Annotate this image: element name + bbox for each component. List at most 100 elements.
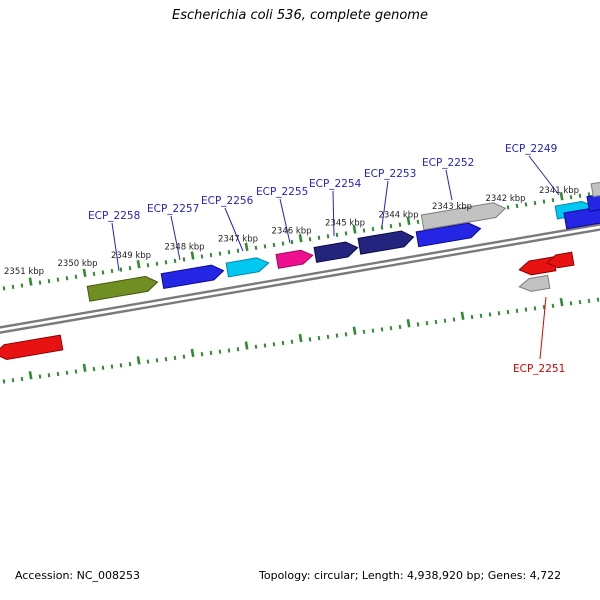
tick-mark [82, 363, 87, 372]
tick-mark [74, 369, 78, 374]
label-connector-line [332, 190, 335, 237]
gene-arrow-ECP_2257[interactable] [160, 263, 225, 290]
gene-label-ECP_2258[interactable]: ECP_2258 [88, 210, 140, 222]
tick-mark [263, 244, 267, 249]
tick-mark [263, 343, 267, 348]
tick-mark [290, 339, 294, 344]
tick-mark [569, 301, 573, 306]
tick-mark [290, 239, 294, 245]
gene-arrow-ECP_2253[interactable] [357, 229, 415, 255]
tick-mark [200, 254, 204, 259]
tick-mark [443, 318, 447, 323]
tick-mark [92, 366, 96, 372]
tick-mark [515, 203, 519, 209]
tick-mark [20, 376, 24, 382]
tick-mark [362, 329, 366, 335]
tick-mark [182, 257, 186, 262]
tick-mark [515, 308, 519, 313]
gene-arrow[interactable] [415, 221, 482, 248]
label-connector-line [381, 180, 389, 227]
tick-mark [209, 252, 213, 258]
tick-mark [587, 192, 591, 197]
gene-label-ECP_2255[interactable]: ECP_2255 [256, 186, 308, 198]
gene-arrow-ECP_2251[interactable] [518, 274, 551, 293]
tick-mark [380, 225, 384, 230]
gene-label-ECP_2254[interactable]: ECP_2254 [309, 178, 362, 190]
gene-label-ECP_2249[interactable]: ECP_2249 [505, 143, 557, 155]
tick-mark [218, 251, 222, 256]
gene-label-ECP_2252[interactable]: ECP_2252 [422, 157, 474, 169]
tick-mark [56, 371, 60, 377]
gene-arrow[interactable] [0, 334, 64, 361]
label-connector-line [224, 207, 244, 252]
gene-arrow[interactable] [586, 191, 600, 212]
tick-mark [281, 241, 285, 246]
tick-mark [596, 297, 600, 302]
ruler-label: 2350 kbp [58, 259, 98, 269]
tick-mark [128, 361, 132, 367]
tick-mark [164, 260, 168, 265]
gene-label-ECP_2256[interactable]: ECP_2256 [201, 195, 254, 207]
tick-mark [110, 364, 114, 369]
tick-mark [28, 371, 33, 380]
ruler-label: 2346 kbp [272, 227, 312, 237]
gene-arrow[interactable] [546, 251, 575, 269]
tick-mark [146, 359, 150, 364]
tick-mark [542, 199, 546, 204]
gene-label-ECP_2257[interactable]: ECP_2257 [147, 203, 199, 215]
tick-mark [559, 192, 564, 201]
ruler-label: 2347 kbp [218, 235, 258, 245]
tick-mark [488, 312, 492, 317]
tick-mark [155, 261, 159, 266]
tick-mark [101, 270, 105, 275]
tick-mark [389, 326, 393, 331]
gene-arrow-ECP_2258[interactable] [86, 275, 159, 302]
tick-mark [47, 278, 51, 284]
gene-arrow-ECP_2252[interactable] [420, 201, 507, 231]
tick-mark [200, 352, 204, 357]
tick-mark [272, 342, 276, 347]
tick-mark [110, 268, 114, 274]
gene-arrow-ECP_2255[interactable] [275, 248, 314, 269]
tick-mark [254, 245, 258, 251]
tick-mark [65, 276, 69, 281]
tick-mark [406, 319, 411, 328]
tick-mark [335, 232, 339, 237]
tick-mark [136, 260, 141, 269]
tick-mark [317, 335, 321, 341]
tick-mark [92, 271, 96, 277]
tick-mark [38, 374, 42, 379]
gene-arrow[interactable] [518, 256, 557, 277]
tick-mark [362, 228, 366, 233]
tick-mark [533, 306, 537, 311]
tick-mark [101, 365, 105, 370]
gene-arrow-ECP_2254[interactable] [313, 240, 359, 263]
gene-arrow-ECP_2256[interactable] [225, 256, 270, 278]
tick-mark [551, 197, 555, 203]
tick-mark [425, 321, 429, 326]
tick-mark [317, 235, 321, 240]
tick-mark [344, 332, 348, 337]
genome-axis-line [0, 223, 600, 329]
tick-mark [28, 277, 33, 286]
tick-mark [227, 348, 231, 353]
tick-mark [533, 200, 537, 206]
tick-mark [56, 277, 60, 282]
tick-mark [298, 333, 303, 343]
gene-label-ECP_2253[interactable]: ECP_2253 [364, 168, 416, 180]
tick-mark [173, 258, 177, 264]
tick-mark [389, 224, 393, 229]
ruler-label: 2351 kbp [4, 267, 44, 277]
tick-mark [497, 311, 501, 316]
label-connector-line [111, 222, 120, 272]
tick-mark [254, 344, 258, 349]
gene-arrow[interactable] [590, 179, 600, 198]
tick-mark [146, 263, 150, 268]
tick-mark [308, 237, 312, 242]
tick-mark [326, 334, 330, 339]
tick-mark [65, 370, 69, 375]
ruler-label: 2349 kbp [111, 251, 151, 261]
gene-label-ECP_2251[interactable]: ECP_2251 [513, 363, 565, 375]
tick-mark [74, 274, 78, 279]
